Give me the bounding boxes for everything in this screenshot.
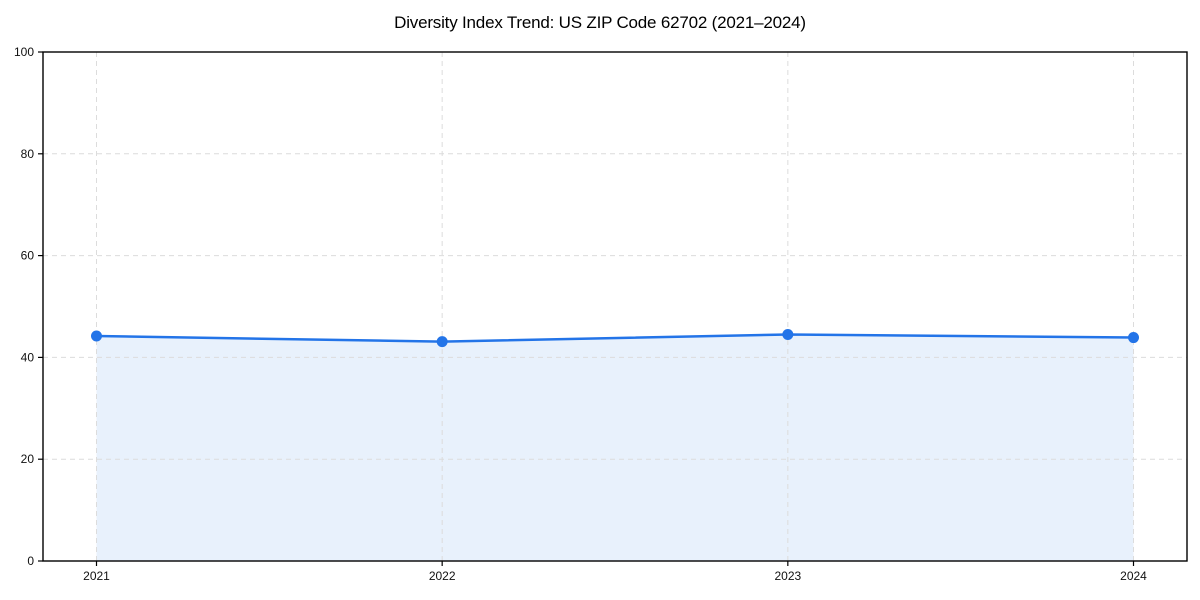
area-fill xyxy=(96,334,1134,561)
x-tick-label: 2021 xyxy=(83,569,110,583)
y-tick-label: 40 xyxy=(21,350,35,364)
y-tick-label: 0 xyxy=(27,554,34,568)
trend-line xyxy=(95,333,1135,343)
plot-border xyxy=(42,51,1188,562)
y-tick-label: 80 xyxy=(21,147,35,161)
data-point xyxy=(436,336,448,348)
x-tick-label: 2024 xyxy=(1120,569,1147,583)
chart-title: Diversity Index Trend: US ZIP Code 62702… xyxy=(394,13,806,32)
x-tick-label: 2022 xyxy=(429,569,456,583)
data-point xyxy=(782,328,794,340)
y-tick-label: 60 xyxy=(21,249,35,263)
data-point xyxy=(1128,332,1139,344)
y-tick-label: 100 xyxy=(14,45,34,59)
x-tick-label: 2023 xyxy=(774,569,801,583)
y-tick-label: 20 xyxy=(21,452,35,466)
data-point xyxy=(91,330,102,342)
